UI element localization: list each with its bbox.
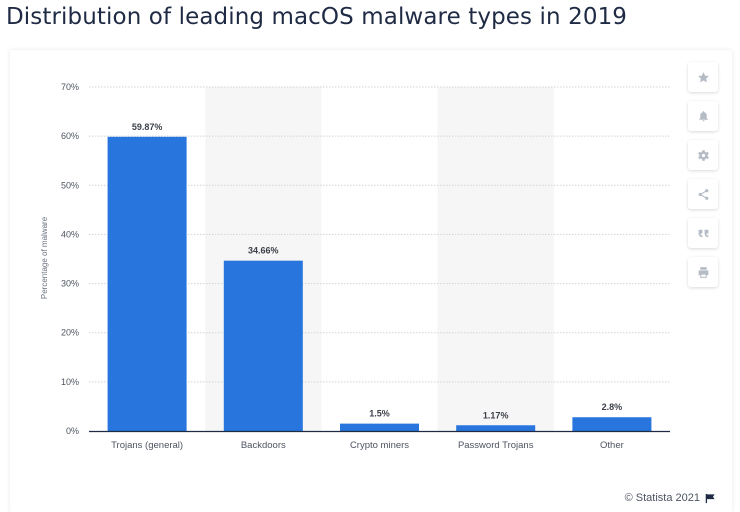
share-button[interactable] [688, 179, 718, 209]
value-label: 1.17% [483, 410, 509, 420]
y-tick-label: 0% [66, 426, 79, 436]
print-button[interactable] [688, 257, 718, 287]
statista-credit[interactable]: © Statista 2021 [625, 492, 716, 504]
bars [107, 136, 652, 431]
y-tick-label: 10% [61, 377, 79, 387]
y-tick-labels: 0% 10% 20% 30% 40% 50% 60% 70% [61, 82, 79, 436]
x-tick-label: Password Trojans [458, 440, 534, 451]
y-tick-label: 60% [61, 131, 79, 141]
page-title: Distribution of leading macOS malware ty… [6, 4, 628, 30]
favorite-button[interactable] [688, 62, 718, 92]
background-band [437, 87, 554, 431]
y-tick-label: 70% [61, 82, 79, 92]
y-tick-label: 40% [61, 229, 79, 239]
notification-button[interactable] [688, 101, 718, 131]
value-label: 1.5% [369, 409, 390, 419]
bar[interactable] [456, 425, 536, 431]
bar[interactable] [572, 417, 652, 431]
value-labels: 59.87% 34.66% 1.5% 1.17% 2.8% [132, 122, 622, 420]
star-icon [697, 71, 709, 82]
share-icon [698, 188, 708, 200]
y-tick-label: 20% [61, 328, 79, 338]
chart-toolbar [688, 62, 720, 296]
print-icon [698, 266, 708, 278]
x-tick-label: Crypto miners [350, 440, 409, 451]
value-label: 59.87% [132, 122, 163, 132]
cite-button[interactable] [688, 218, 718, 248]
bar[interactable] [339, 423, 420, 431]
y-tick-label: 30% [61, 279, 79, 289]
bar[interactable] [223, 260, 303, 431]
x-tick-label: Trojans (general) [111, 440, 183, 451]
x-tick-label: Backdoors [241, 440, 286, 451]
gear-icon [697, 149, 709, 161]
bar[interactable] [107, 136, 187, 431]
value-label: 2.8% [602, 402, 623, 412]
y-axis-label: Percentage of malware [40, 216, 49, 299]
quote-icon [698, 229, 708, 237]
credit-text: © Statista 2021 [624, 492, 700, 504]
x-tick-label: Other [600, 440, 624, 451]
settings-button[interactable] [688, 140, 718, 170]
y-tick-label: 50% [61, 180, 79, 190]
value-label: 34.66% [248, 246, 279, 256]
bell-icon [698, 110, 708, 121]
x-tick-labels: Trojans (general) Backdoors Crypto miners P… [111, 440, 624, 451]
flag-icon [705, 493, 715, 503]
